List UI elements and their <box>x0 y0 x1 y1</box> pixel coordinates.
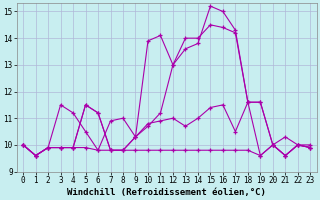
X-axis label: Windchill (Refroidissement éolien,°C): Windchill (Refroidissement éolien,°C) <box>67 188 266 197</box>
